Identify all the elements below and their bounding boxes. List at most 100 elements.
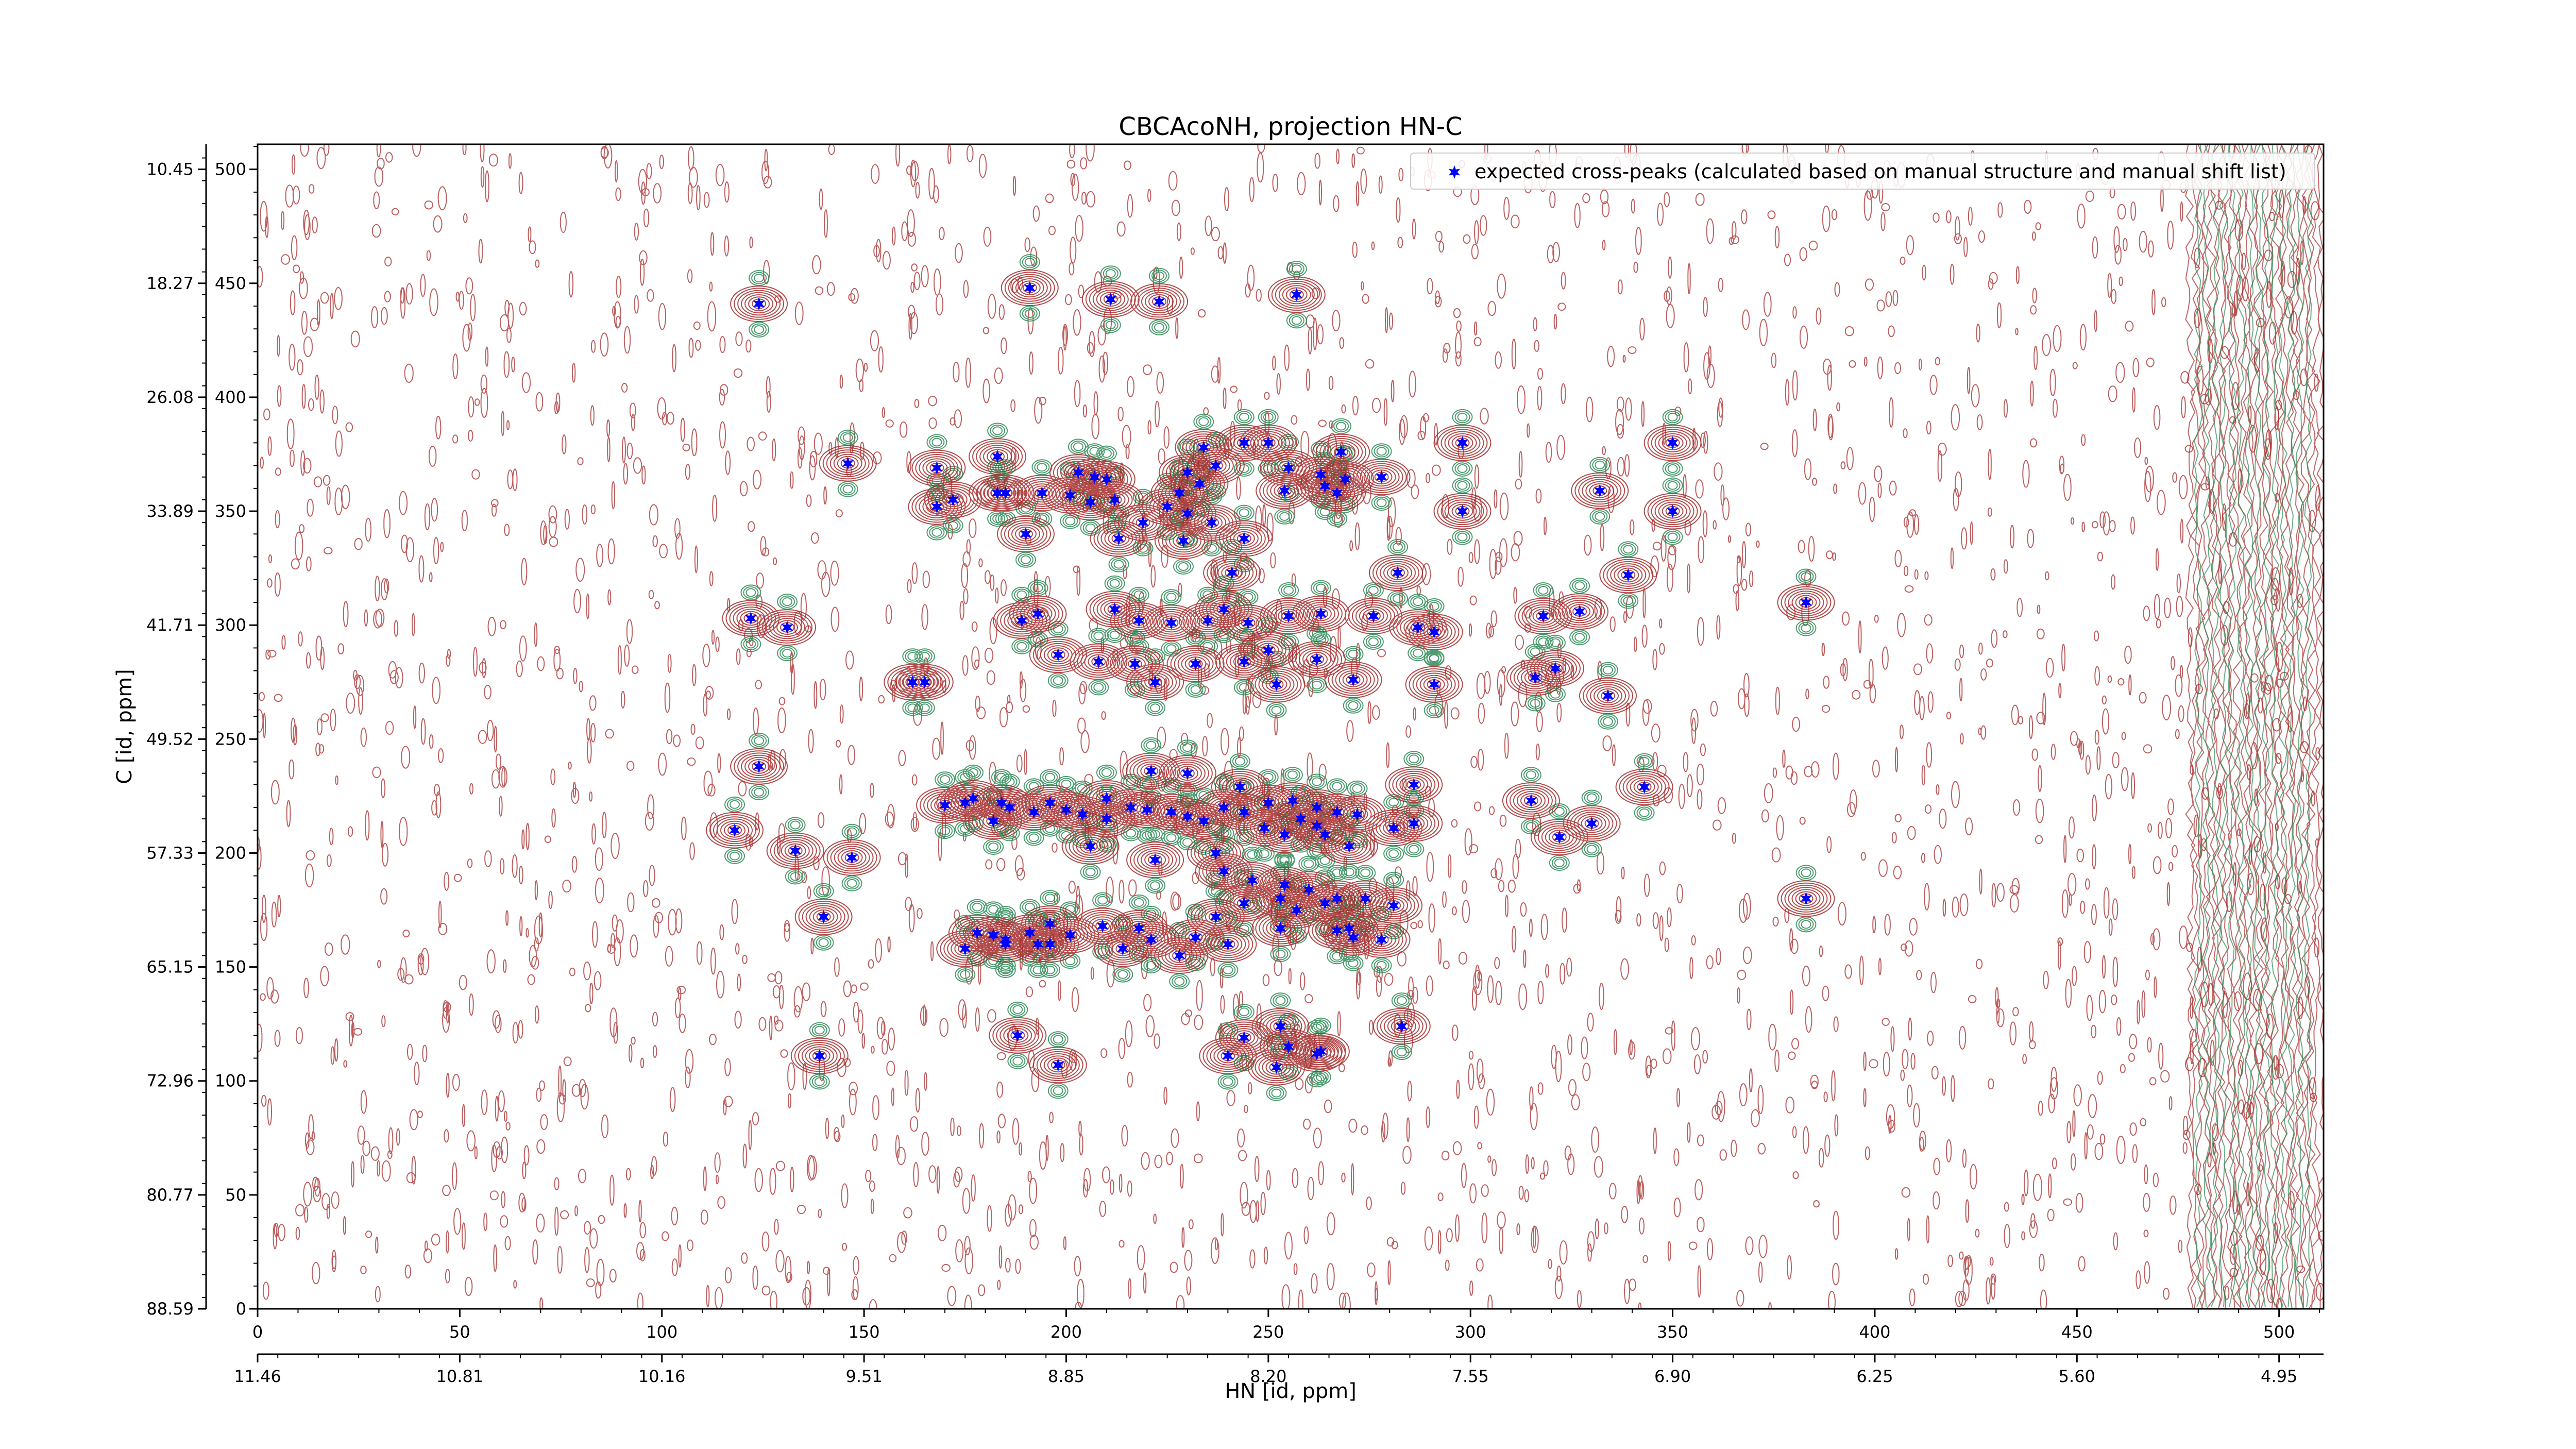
cross-peak-marker	[1602, 689, 1614, 703]
cross-peak-marker	[1275, 891, 1286, 905]
cross-peak-marker	[1335, 445, 1347, 459]
x-tick-label: 50	[449, 1322, 470, 1342]
cross-peak-marker	[1218, 864, 1230, 878]
cross-peak-marker	[991, 486, 1004, 500]
cross-peak-marker	[1638, 780, 1650, 794]
y-tick-label: 500	[215, 160, 246, 179]
legend: expected cross-peaks (calculated based o…	[1410, 153, 2315, 190]
cross-peak-marker	[1181, 766, 1194, 780]
cross-peak-marker	[1165, 616, 1177, 630]
cross-peak-marker	[1311, 801, 1323, 814]
cross-peak-marker	[1282, 609, 1295, 623]
cross-peak-marker	[1343, 921, 1355, 935]
y-secondary-tick-label: 72.96	[146, 1071, 194, 1091]
cross-peak-marker	[971, 926, 984, 940]
x-axis: 0 50 100 150 200 250 300 350 400 450 500	[252, 1309, 2320, 1342]
cross-peak-marker	[1020, 527, 1032, 541]
cross-peak-marker	[1133, 614, 1145, 628]
x-secondary-tick-label: 8.85	[1048, 1367, 1084, 1386]
cross-peak-marker	[1210, 910, 1222, 924]
cross-peak-marker	[1194, 477, 1206, 491]
cross-peak-marker	[1206, 516, 1218, 530]
cross-peak-marker	[1456, 436, 1468, 450]
cross-peak-marker	[1109, 493, 1121, 507]
cross-peak-marker	[931, 500, 943, 514]
cross-peak-marker	[931, 461, 943, 475]
cross-peak-marker	[1100, 791, 1113, 805]
cross-peak-marker	[1331, 805, 1343, 819]
cross-peak-marker	[1052, 648, 1064, 662]
x-tick-label: 300	[1455, 1322, 1486, 1342]
cross-peak-marker	[988, 814, 999, 828]
cross-peak-marker	[1311, 819, 1323, 833]
cross-peak-marker	[1800, 891, 1812, 905]
cross-peak-marker	[1113, 532, 1125, 546]
cross-peak-marker	[1387, 899, 1400, 913]
cross-peak-marker	[1084, 839, 1096, 853]
cross-peak-marker	[1376, 933, 1387, 947]
x-secondary-tick-label: 10.81	[436, 1367, 484, 1386]
cross-peak-marker	[1262, 643, 1275, 657]
cross-peak-marker	[1032, 607, 1044, 621]
cross-peak-marker	[1275, 1019, 1286, 1033]
peak-contours-positive	[706, 269, 1835, 1086]
cross-peak-marker	[1238, 896, 1250, 910]
cross-peak-marker	[1044, 917, 1056, 931]
x-tick-label: 150	[849, 1322, 880, 1342]
x-tick-label: 450	[2061, 1322, 2093, 1342]
y-tick-label: 450	[215, 274, 246, 293]
cross-peak-marker	[1553, 830, 1566, 844]
cross-peak-marker	[1198, 441, 1210, 454]
y-secondary-tick-label: 41.71	[146, 615, 194, 635]
x-tick-label: 100	[646, 1322, 677, 1342]
chart-title: CBCAcoNH, projection HN-C	[1118, 112, 1462, 141]
cross-peak-marker	[1173, 486, 1185, 500]
cross-peak-marker	[1246, 873, 1258, 887]
cross-peak-marker	[1089, 470, 1100, 484]
cross-peak-marker	[818, 910, 829, 924]
cross-peak-marker	[1286, 794, 1299, 807]
cross-peak-marker	[1408, 778, 1420, 791]
cross-peak-marker	[1137, 516, 1149, 530]
cross-peak-marker	[1339, 473, 1351, 486]
y-tick-label: 0	[236, 1299, 246, 1319]
cross-peak-marker	[1133, 921, 1145, 935]
cross-peak-marker	[1149, 675, 1161, 689]
cross-peak-marker	[1024, 926, 1036, 940]
cross-peak-marker	[1226, 566, 1238, 580]
cross-peak-marker	[1456, 504, 1468, 518]
cross-peak-marker	[1125, 801, 1137, 814]
cross-peak-marker	[1282, 1040, 1295, 1054]
cross-peak-marker	[1275, 921, 1286, 935]
cross-peak-marker	[1149, 853, 1161, 867]
cross-peak-markers	[728, 281, 1812, 1074]
cross-peak-marker	[1117, 942, 1129, 956]
cross-peak-marker	[1331, 923, 1343, 937]
cross-peak-marker	[1222, 937, 1234, 951]
cross-peak-marker	[1549, 662, 1562, 676]
x-secondary-tick-label: 11.46	[234, 1367, 281, 1386]
cross-peak-marker	[789, 844, 801, 857]
cross-peak-marker	[1359, 891, 1371, 905]
y-tick-label: 250	[215, 729, 246, 749]
cross-peak-marker	[1367, 609, 1380, 623]
cross-peak-marker	[753, 760, 765, 773]
cross-peak-marker	[1279, 828, 1291, 842]
cross-peak-marker	[842, 457, 854, 470]
y-tick-label: 100	[215, 1071, 246, 1091]
cross-peak-marker	[1392, 566, 1404, 580]
cross-peak-marker	[1529, 670, 1541, 684]
cross-peak-marker	[1573, 604, 1586, 618]
y-secondary-tick-label: 57.33	[146, 843, 194, 863]
cross-peak-marker	[1537, 609, 1549, 623]
cross-peak-marker	[1242, 616, 1254, 630]
x-secondary-tick-label: 9.51	[845, 1367, 882, 1386]
cross-peak-marker	[1218, 801, 1230, 814]
cross-peak-marker	[1015, 614, 1028, 628]
cross-peak-marker	[1109, 602, 1121, 616]
cross-peak-marker	[959, 942, 971, 956]
cross-peak-marker	[1347, 931, 1359, 945]
cross-peak-marker	[1036, 486, 1048, 500]
x-secondary-tick-label: 7.55	[1452, 1367, 1489, 1386]
